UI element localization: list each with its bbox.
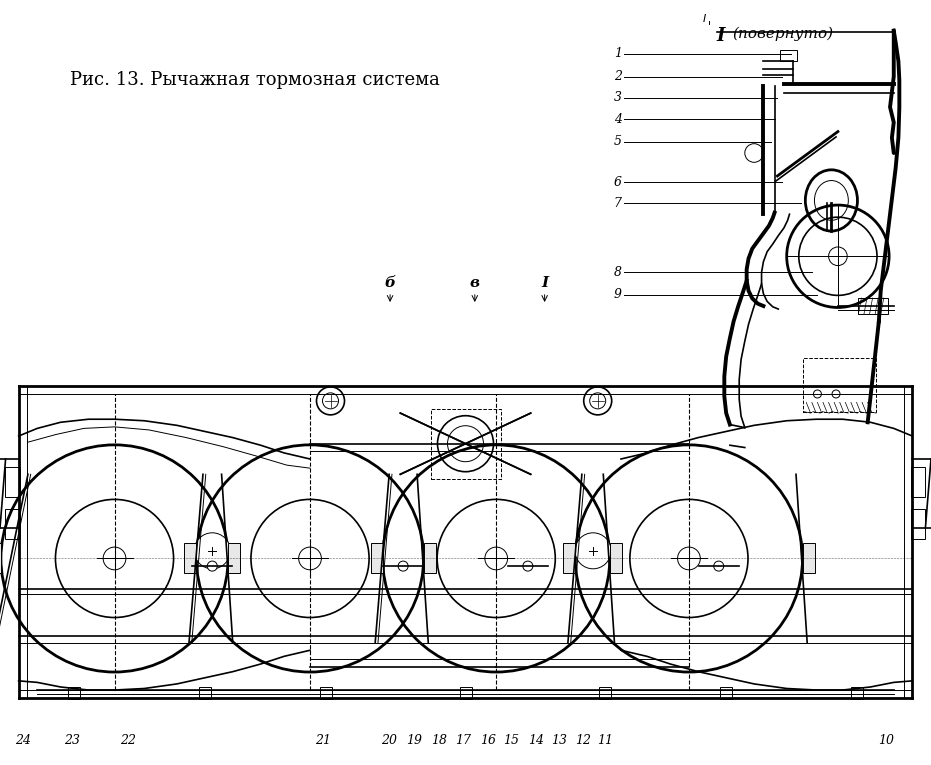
Circle shape <box>208 561 217 571</box>
Bar <box>430 409 501 479</box>
Text: в: в <box>470 276 479 290</box>
Text: 21: 21 <box>315 734 331 747</box>
Bar <box>803 543 815 574</box>
Text: (повернуто): (повернуто) <box>733 27 834 41</box>
Circle shape <box>523 561 533 571</box>
Text: 8: 8 <box>614 266 622 278</box>
Text: 15: 15 <box>503 734 519 747</box>
Bar <box>69 687 80 699</box>
Text: 5: 5 <box>614 135 622 148</box>
Text: 22: 22 <box>119 734 136 747</box>
Circle shape <box>575 532 611 569</box>
Text: 4: 4 <box>614 113 622 125</box>
Text: 9: 9 <box>614 288 622 301</box>
Bar <box>803 358 876 412</box>
Text: 19: 19 <box>406 734 423 747</box>
Circle shape <box>195 532 230 569</box>
Text: 16: 16 <box>479 734 496 747</box>
Circle shape <box>714 561 723 571</box>
Text: 7: 7 <box>614 197 622 210</box>
Text: 2: 2 <box>614 70 622 83</box>
Text: I: I <box>702 14 706 24</box>
Text: 10: 10 <box>878 734 895 747</box>
Text: I: I <box>541 276 548 290</box>
Bar <box>0 543 1 574</box>
Bar <box>851 687 862 699</box>
Bar <box>610 543 622 574</box>
Text: 24: 24 <box>15 734 32 747</box>
Text: 23: 23 <box>63 734 80 747</box>
Bar <box>600 687 611 699</box>
Bar <box>5 509 20 539</box>
Bar <box>911 509 925 539</box>
Text: 3: 3 <box>614 92 622 104</box>
Bar <box>320 687 331 699</box>
Bar <box>563 543 575 574</box>
Bar <box>858 298 888 314</box>
Bar <box>228 543 240 574</box>
Text: 11: 11 <box>597 734 614 747</box>
Text: 6: 6 <box>614 176 622 188</box>
Text: б: б <box>385 276 396 290</box>
Text: Рис. 13. Рычажная тормозная система: Рис. 13. Рычажная тормозная система <box>70 71 439 90</box>
Bar <box>199 687 210 699</box>
Text: I: I <box>717 27 725 45</box>
Bar <box>424 543 436 574</box>
Text: 1: 1 <box>614 47 622 60</box>
Bar <box>371 543 383 574</box>
Text: 17: 17 <box>454 734 471 747</box>
Bar <box>780 50 797 61</box>
Bar <box>911 467 925 497</box>
Bar <box>184 543 196 574</box>
Text: 18: 18 <box>431 734 448 747</box>
Text: 13: 13 <box>551 734 568 747</box>
Text: 14: 14 <box>528 734 545 747</box>
Bar <box>5 467 20 497</box>
Bar <box>721 687 732 699</box>
Text: 12: 12 <box>574 734 591 747</box>
Text: 20: 20 <box>381 734 398 747</box>
Bar <box>460 687 471 699</box>
Circle shape <box>398 561 408 571</box>
